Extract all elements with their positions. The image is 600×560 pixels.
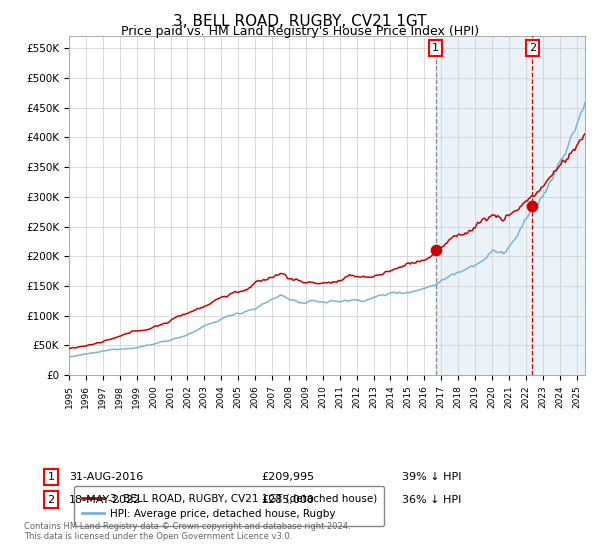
Text: Contains HM Land Registry data © Crown copyright and database right 2024.
This d: Contains HM Land Registry data © Crown c…: [24, 522, 350, 542]
Text: 2: 2: [47, 494, 55, 505]
Bar: [436, 36, 585, 375]
Legend: 3, BELL ROAD, RUGBY, CV21 1GT (detached house), HPI: Average price, detached hou: 3, BELL ROAD, RUGBY, CV21 1GT (detached …: [74, 486, 384, 526]
Point: [431, 246, 440, 255]
Text: 36% ↓ HPI: 36% ↓ HPI: [402, 494, 461, 505]
Text: 3, BELL ROAD, RUGBY, CV21 1GT: 3, BELL ROAD, RUGBY, CV21 1GT: [173, 14, 427, 29]
Text: £209,995: £209,995: [261, 472, 314, 482]
Text: 31-AUG-2016: 31-AUG-2016: [69, 472, 143, 482]
Text: £285,000: £285,000: [261, 494, 314, 505]
Text: 39% ↓ HPI: 39% ↓ HPI: [402, 472, 461, 482]
Text: 18-MAY-2022: 18-MAY-2022: [69, 494, 141, 505]
Text: 1: 1: [47, 472, 55, 482]
Point: [527, 201, 537, 210]
Text: 2: 2: [529, 43, 536, 53]
Text: Price paid vs. HM Land Registry's House Price Index (HPI): Price paid vs. HM Land Registry's House …: [121, 25, 479, 38]
Text: 1: 1: [432, 43, 439, 53]
